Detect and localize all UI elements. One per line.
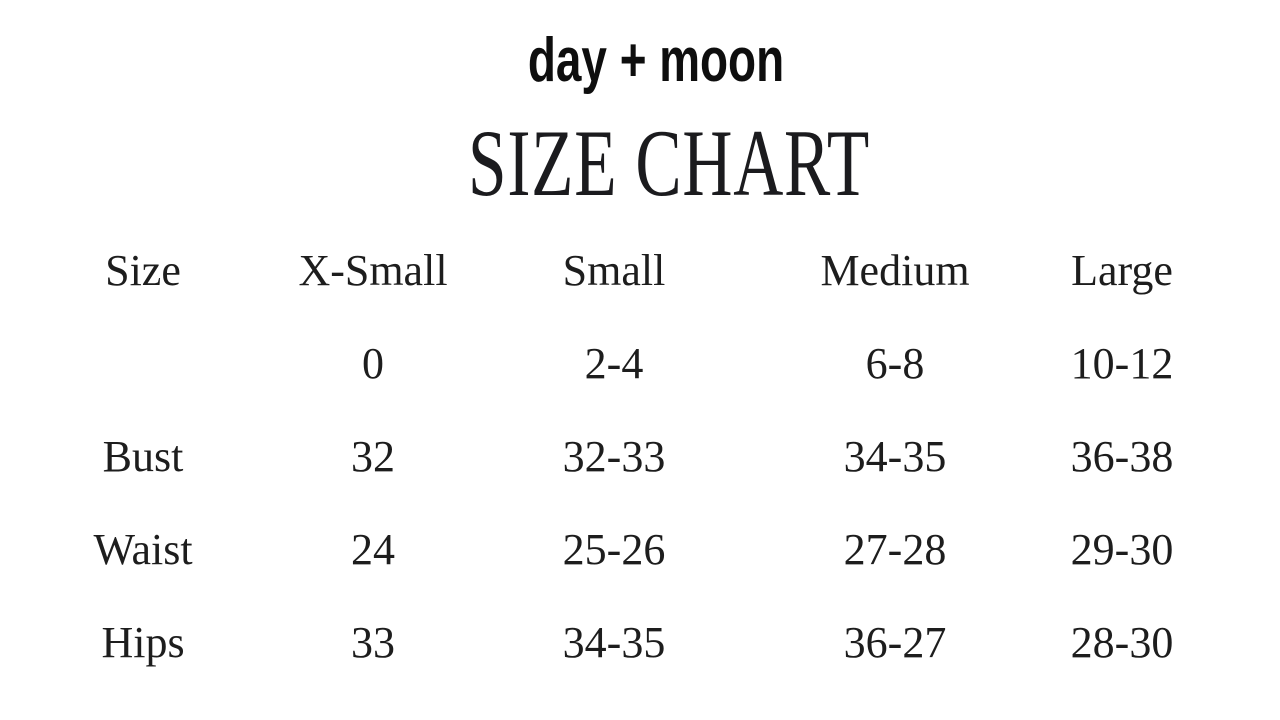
measurement-cell: 33 [351, 618, 395, 667]
table-row-numeric-sizes: 0 2-4 6-8 10-12 [0, 317, 1222, 410]
measurement-cell: 25-26 [562, 525, 666, 574]
measurement-cell: 27-28 [843, 525, 947, 574]
table-row-hips: Hips 33 34-35 36-27 28-30 [0, 596, 1222, 689]
column-header-size: Size [105, 246, 181, 295]
row-label: Hips [101, 618, 185, 667]
size-cell: 2-4 [584, 339, 644, 388]
measurement-cell: 34-35 [562, 618, 666, 667]
brand-title: day + moon [527, 26, 785, 95]
measurement-cell: 29-30 [1070, 525, 1174, 574]
page-title: SIZE CHART [468, 110, 870, 216]
size-cell: 6-8 [865, 339, 925, 388]
row-label: Waist [93, 525, 193, 574]
column-header-large: Large [1071, 246, 1173, 295]
column-header-medium: Medium [820, 246, 970, 295]
table-row-waist: Waist 24 25-26 27-28 29-30 [0, 503, 1222, 596]
size-cell: 10-12 [1070, 339, 1174, 388]
size-cell: 0 [362, 339, 384, 388]
column-header-small: Small [562, 246, 666, 295]
measurement-cell: 32-33 [562, 432, 666, 481]
measurement-cell: 28-30 [1070, 618, 1174, 667]
column-header-x-small: X-Small [298, 246, 448, 295]
measurement-cell: 24 [351, 525, 395, 574]
size-chart-table: Size X-Small Small Medium Large 0 2-4 6-… [0, 224, 1222, 689]
table-header-row: Size X-Small Small Medium Large [0, 224, 1222, 317]
measurement-cell: 34-35 [843, 432, 947, 481]
measurement-cell: 36-38 [1070, 432, 1174, 481]
row-label: Bust [102, 432, 184, 481]
table-row-bust: Bust 32 32-33 34-35 36-38 [0, 410, 1222, 503]
row-label [0, 317, 286, 410]
measurement-cell: 36-27 [843, 618, 947, 667]
measurement-cell: 32 [351, 432, 395, 481]
